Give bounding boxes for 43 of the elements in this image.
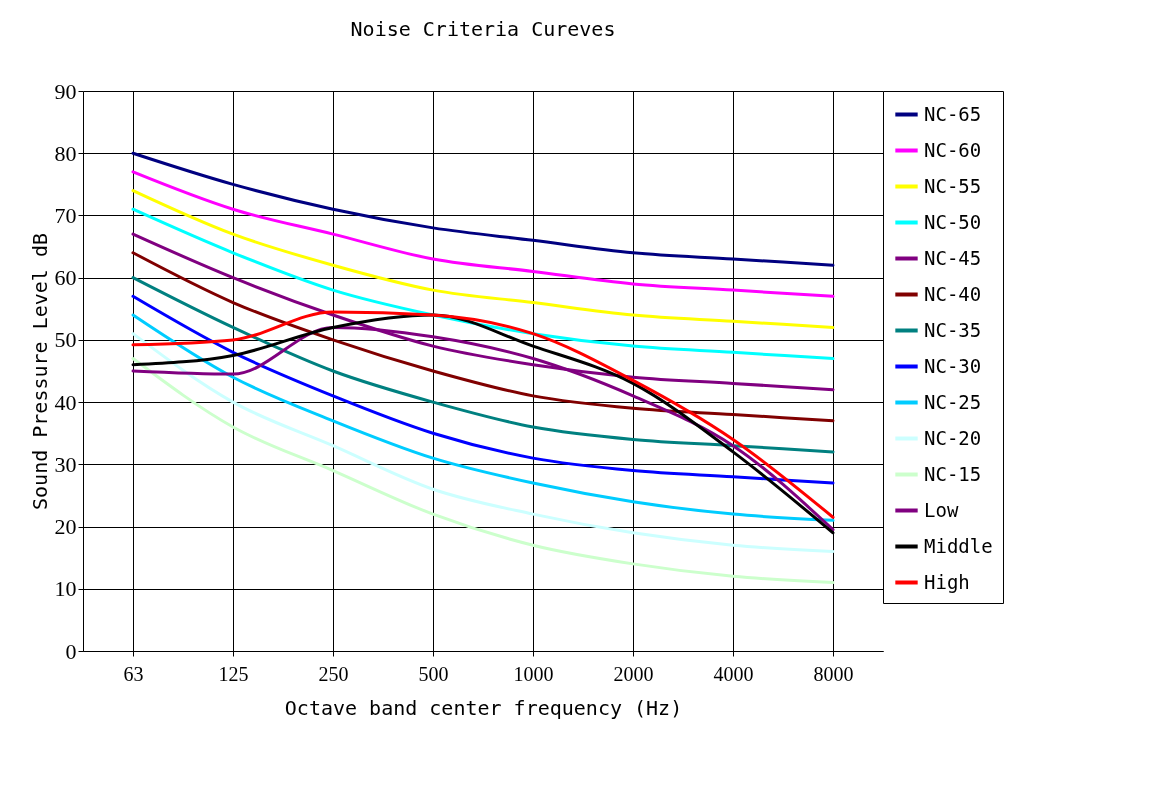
y-tick-label: 90 — [54, 78, 77, 104]
x-tick-label: 4000 — [713, 662, 754, 685]
line-series — [131, 151, 835, 267]
line-series — [131, 189, 835, 329]
x-tick-label: 250 — [318, 662, 349, 685]
line-series — [131, 276, 835, 454]
x-tick-label: 2000 — [613, 662, 654, 685]
line-series — [131, 294, 835, 485]
legend-label: NC-55 — [924, 174, 982, 197]
legend-label: Low — [924, 498, 959, 521]
legend-label: NC-40 — [924, 282, 982, 305]
y-tick-label: 40 — [54, 389, 77, 415]
x-tick-label: 500 — [418, 662, 449, 685]
x-tick-label: 1000 — [513, 662, 554, 685]
x-tick-label: 63 — [123, 662, 144, 685]
y-tick-label: 70 — [54, 202, 77, 228]
y-tick-label: 30 — [54, 451, 77, 477]
legend-label: NC-50 — [924, 210, 982, 233]
legend-label: NC-20 — [924, 426, 982, 449]
legend-label: NC-60 — [924, 138, 982, 161]
y-tick-label: 50 — [54, 327, 77, 353]
line-series — [131, 251, 835, 423]
chart-title: Noise Criteria Cureves — [350, 17, 616, 41]
line-series — [131, 170, 835, 298]
y-tick-label: 60 — [54, 265, 77, 291]
legend-label: High — [924, 570, 970, 593]
line-series — [131, 357, 835, 585]
x-tick-label: 125 — [218, 662, 249, 685]
y-tick-label: 0 — [65, 638, 77, 664]
legend-label: NC-15 — [924, 462, 982, 485]
x-axis-title: Octave band center frequency (Hz) — [284, 695, 683, 720]
y-tick-label: 20 — [54, 514, 77, 540]
line-series — [131, 207, 835, 361]
legend-label: Middle — [924, 534, 993, 557]
y-axis-title: Sound Pressure Level dB — [27, 233, 52, 510]
legend-label: NC-45 — [924, 246, 982, 269]
legend-label: NC-35 — [924, 318, 982, 341]
legend-label: NC-65 — [924, 102, 982, 125]
x-tick-label: 8000 — [813, 662, 854, 685]
y-tick-label: 10 — [54, 576, 77, 602]
legend-label: NC-30 — [924, 354, 982, 377]
y-tick-label: 80 — [54, 140, 77, 166]
legend-label: NC-25 — [924, 390, 982, 413]
